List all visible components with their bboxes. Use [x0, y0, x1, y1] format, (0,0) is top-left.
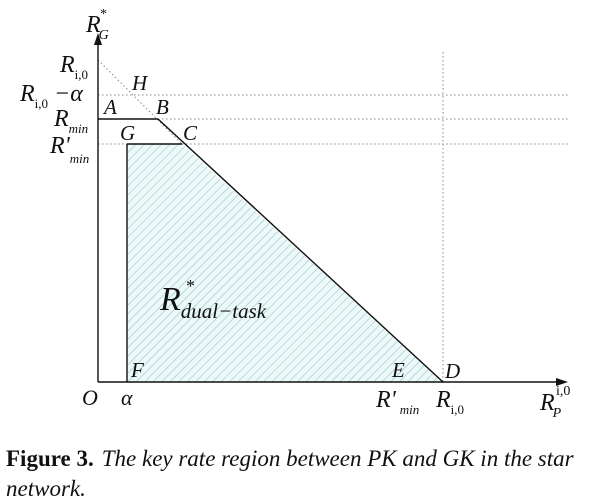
caption-text: The key rate region between PK and GK in…: [6, 446, 574, 501]
key-rate-region-diagram: RG * RP i,0 Ri,0 Ri,0 −α Rmin R'min O α R…: [19, 7, 570, 421]
point-label-c: C: [183, 121, 198, 145]
y-axis-label-sup: *: [100, 7, 107, 22]
y-axis-label: RG: [85, 12, 109, 43]
x-tick-origin: O: [82, 385, 98, 410]
point-label-g: G: [120, 121, 135, 145]
dotted-guides: [97, 52, 568, 382]
y-tick-r-min: Rmin: [53, 106, 88, 136]
point-label-d: D: [444, 359, 460, 383]
y-tick-r-prime-min: R'min: [49, 133, 89, 166]
point-label-f: F: [130, 358, 144, 382]
point-label-e: E: [391, 358, 405, 382]
caption-label: Figure 3.: [6, 446, 94, 471]
line-b-d: [157, 118, 444, 383]
x-tick-r-prime-min: R' min: [375, 387, 419, 417]
x-tick-alpha: α: [121, 385, 133, 410]
region-label-sup: *: [186, 276, 195, 296]
region-boundary: [98, 118, 444, 383]
region-label: Rdual−task: [159, 281, 267, 323]
y-tick-r-i0-minus-alpha: Ri,0 −α: [19, 81, 83, 111]
x-axis-arrow: [556, 378, 568, 386]
point-label-a: A: [102, 95, 117, 119]
point-label-h: H: [131, 71, 149, 95]
x-tick-r-i0: Ri,0: [435, 387, 464, 417]
y-axis-arrow: [94, 33, 102, 45]
point-label-b: B: [156, 95, 169, 119]
axes: [94, 33, 568, 386]
y-tick-r-i0: Ri,0: [59, 52, 88, 82]
x-axis-label: RP: [539, 390, 562, 421]
figure-caption: Figure 3. The key rate region between PK …: [6, 444, 592, 504]
x-axis-label-sup: i,0: [556, 384, 570, 399]
dual-task-region: [127, 144, 443, 382]
